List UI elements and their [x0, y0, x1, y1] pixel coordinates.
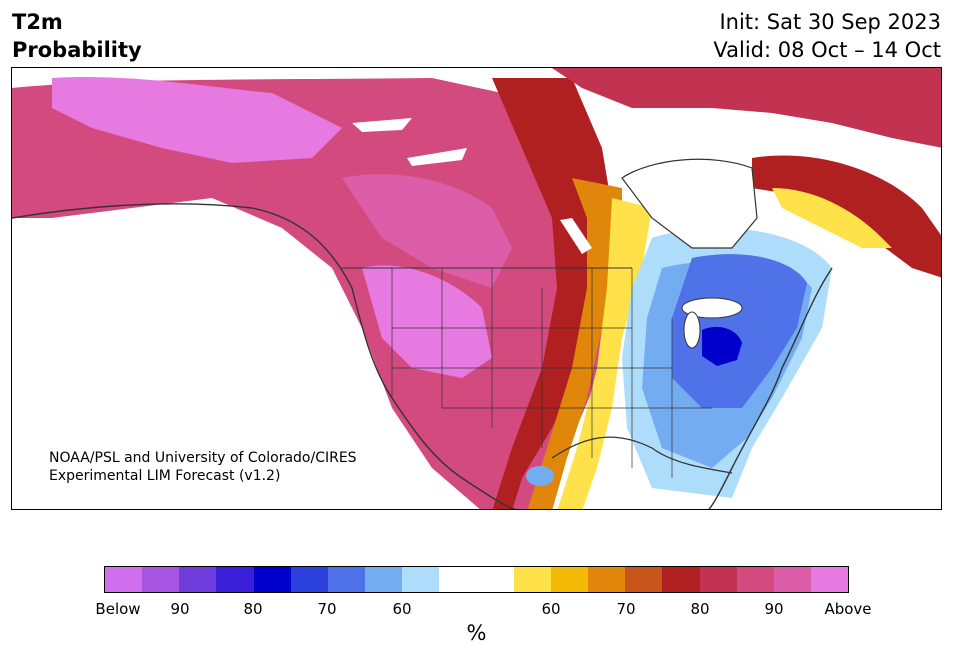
colorbar-tick-label: 60: [392, 600, 412, 618]
colorbar-tick-label: 70: [317, 600, 337, 618]
north-america-map: [12, 68, 941, 509]
great-bear-lake: [352, 118, 412, 132]
colorbar-tick-label: 70: [616, 600, 636, 618]
above-region-strong-northwest: [52, 76, 342, 163]
great-lakes: [681, 297, 743, 319]
valid-dates: Valid: 08 Oct – 14 Oct: [713, 38, 941, 62]
colorbar-segment: [402, 567, 440, 592]
colorbar-tick-label: 80: [243, 600, 263, 618]
colorbar-segment: [550, 567, 589, 592]
below-region-strong: [702, 326, 742, 366]
variable-name: T2m: [12, 10, 63, 34]
colorbar-tick-labels: Below 90 80 70 60 60 70 80 90 Above: [0, 600, 953, 620]
colorbar-segment: [699, 567, 737, 592]
forecast-dates: Init: Sat 30 Sep 2023 Valid: 08 Oct – 14…: [713, 8, 941, 64]
colorbar-segment: [253, 567, 291, 592]
map-title: T2m Probability: [12, 8, 142, 64]
credit-line-2: Experimental LIM Forecast (v1.2): [49, 468, 281, 484]
colorbar-segment: [365, 567, 403, 592]
colorbar-segment: [810, 567, 849, 592]
map-panel: [11, 67, 942, 510]
colorbar-segment: [290, 567, 328, 592]
colorbar-segment: [105, 567, 143, 592]
colorbar-segment: [588, 567, 626, 592]
credit-line-1: NOAA/PSL and University of Colorado/CIRE…: [49, 450, 357, 466]
below-region-mexico: [526, 466, 554, 486]
colorbar-tick-label: 90: [764, 600, 784, 618]
colorbar-segment: [513, 567, 551, 592]
init-date: Init: Sat 30 Sep 2023: [719, 10, 941, 34]
coastline-gulf: [551, 436, 733, 474]
colorbar-segment: [179, 567, 217, 592]
credit-text: NOAA/PSL and University of Colorado/CIRE…: [49, 449, 357, 485]
colorbar-segment: [625, 567, 663, 592]
above-region-strong-interior-west: [362, 265, 492, 378]
colorbar-segment: [327, 567, 366, 592]
colorbar-segment: [773, 567, 811, 592]
colorbar-segment: [439, 567, 477, 592]
above-region-orange-band: [527, 178, 622, 509]
colorbar-tick-label: Above: [824, 600, 872, 618]
coastline-east: [708, 267, 833, 509]
below-region-blue: [672, 254, 807, 408]
colorbar-unit: %: [466, 621, 487, 645]
lake-winnipeg: [560, 218, 592, 254]
above-region-yellow-band: [557, 198, 652, 509]
coastline-west: [12, 203, 516, 509]
above-region-pink-inner: [342, 174, 512, 288]
above-region-base: [12, 78, 612, 509]
state-lines: [391, 268, 712, 478]
lake-michigan: [683, 311, 701, 349]
probability-colorbar: [104, 566, 849, 593]
above-region-arctic-islands: [552, 68, 941, 148]
above-region-northeast-yellow: [772, 188, 892, 248]
product-name: Probability: [12, 38, 142, 62]
colorbar-segment: [736, 567, 774, 592]
colorbar-segment: [662, 567, 700, 592]
colorbar-segment: [142, 567, 180, 592]
colorbar-segment: [476, 567, 514, 592]
colorbar-tick-label: Below: [95, 600, 141, 618]
hudson-bay: [621, 158, 758, 249]
great-slave-lake: [407, 148, 467, 166]
colorbar-tick-label: 80: [690, 600, 710, 618]
colorbar-tick-label: 90: [170, 600, 190, 618]
colorbar-tick-label: 60: [541, 600, 561, 618]
colorbar-segment: [216, 567, 254, 592]
